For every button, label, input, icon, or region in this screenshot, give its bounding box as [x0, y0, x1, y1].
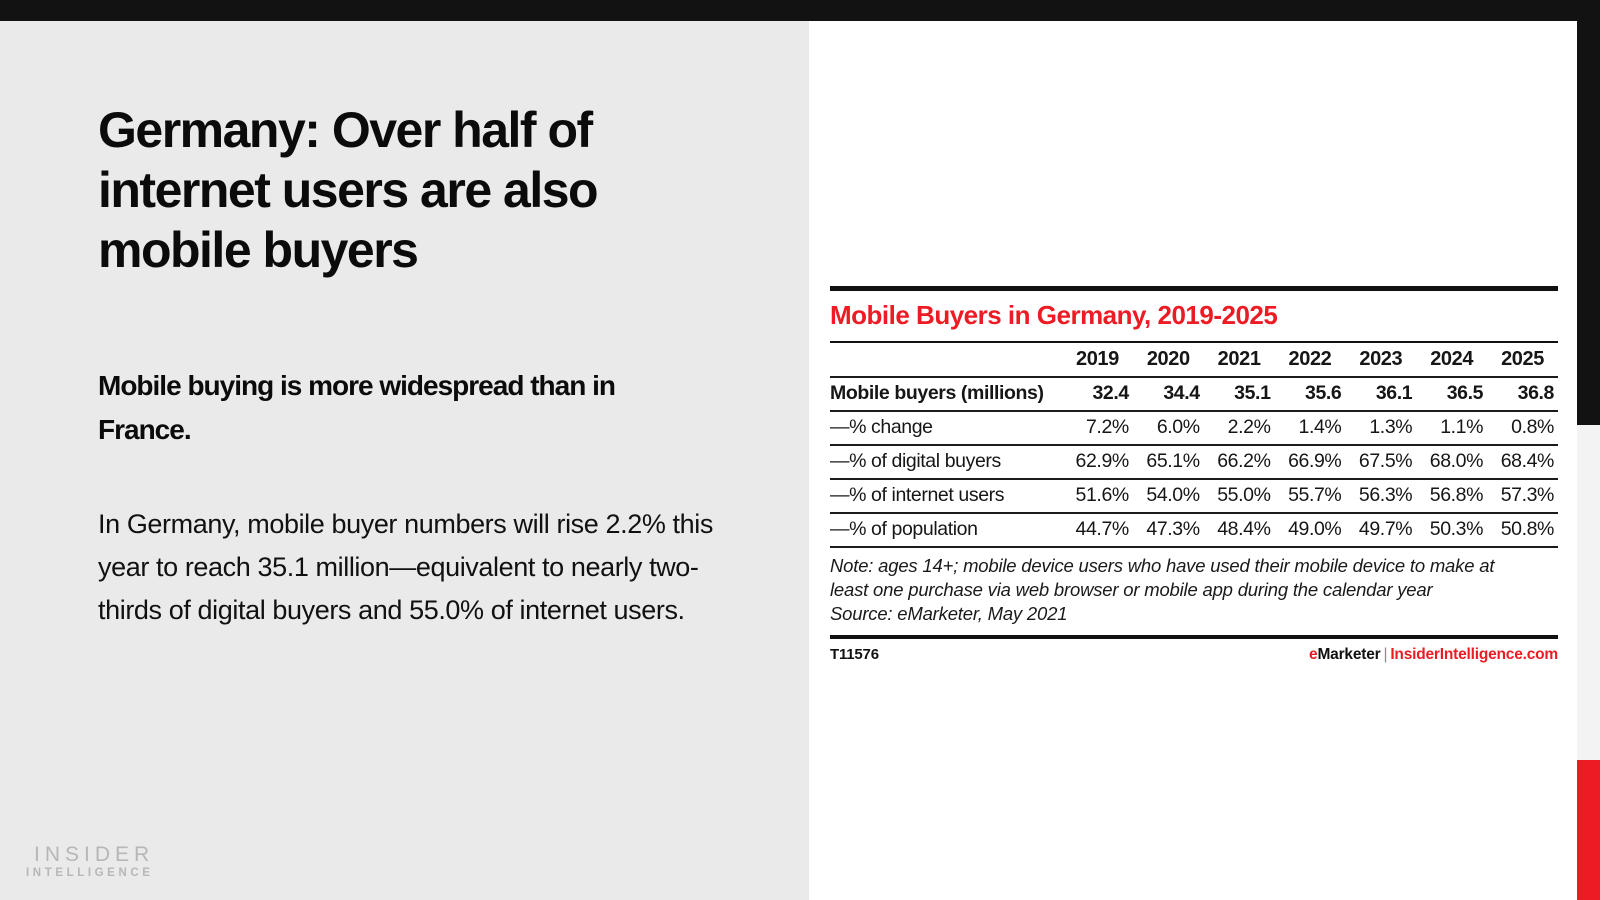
row-label: —% change — [830, 411, 1062, 446]
row-label: Mobile buyers (millions) — [830, 377, 1062, 412]
table-cell: 68.0% — [1416, 445, 1488, 480]
top-accent-bar — [0, 0, 1600, 21]
table-source: Source: eMarketer, May 2021 — [830, 603, 1068, 624]
year-header: 2025 — [1487, 343, 1558, 378]
table-id-label: T11576 — [830, 646, 879, 663]
slide-subtitle: Mobile buying is more widespread than in… — [98, 370, 616, 445]
table-cell: 68.4% — [1487, 445, 1558, 480]
table-row: Mobile buyers (millions) 32.4 34.4 35.1 35.6… — [830, 377, 1558, 412]
row-label: —% of digital buyers — [830, 445, 1062, 480]
slide-title: Germany: Over half of internet users are… — [98, 102, 599, 278]
table-note: Note: ages 14+; mobile device users who … — [830, 555, 1495, 600]
table-cell: 6.0% — [1132, 411, 1204, 446]
table-cell: 47.3% — [1132, 513, 1204, 548]
table-cell: 35.1 — [1203, 377, 1275, 412]
strip-gray-segment — [1577, 425, 1600, 760]
mobile-buyers-table: 2019 2020 2021 2022 2023 2024 2025 Mobile buye… — [830, 343, 1558, 548]
year-header: 2020 — [1132, 343, 1204, 378]
year-header: 2024 — [1416, 343, 1488, 378]
table-cell: 2.2% — [1203, 411, 1275, 446]
table-cell: 57.3% — [1487, 479, 1558, 514]
table-header: 2019 2020 2021 2022 2023 2024 2025 — [830, 343, 1558, 378]
table-cell: 54.0% — [1132, 479, 1204, 514]
row-label: —% of internet users — [830, 479, 1062, 514]
year-header: 2021 — [1203, 343, 1275, 378]
table-cell: 36.5 — [1416, 377, 1488, 412]
table-cell: 51.6% — [1062, 479, 1133, 514]
left-panel: Germany: Over half of internet users are… — [0, 21, 809, 900]
year-header: 2022 — [1274, 343, 1346, 378]
table-cell: 49.0% — [1274, 513, 1346, 548]
header-empty-cell — [830, 343, 1062, 378]
brand-separator: | — [1383, 646, 1388, 663]
emarketer-brand-e: e — [1309, 646, 1318, 663]
table-cell: 1.1% — [1416, 411, 1488, 446]
logo-wordmark-intelligence: INTELLIGENCE — [26, 867, 154, 879]
table-cell: 66.2% — [1203, 445, 1275, 480]
table-cell: 55.0% — [1203, 479, 1275, 514]
table-cell: 50.8% — [1487, 513, 1558, 548]
table-cell: 44.7% — [1062, 513, 1133, 548]
table-cell: 65.1% — [1132, 445, 1204, 480]
year-header: 2019 — [1062, 343, 1133, 378]
strip-red-segment — [1577, 760, 1600, 900]
card-footer: T11576 eMarketer | InsiderIntelligence.com — [830, 635, 1558, 664]
brand-attribution: eMarketer | InsiderIntelligence.com — [1309, 646, 1558, 664]
table-row: —% of internet users 51.6% 54.0% 55.0% 55.7%… — [830, 479, 1558, 514]
table-cell: 55.7% — [1274, 479, 1346, 514]
insider-intelligence-url: InsiderIntelligence.com — [1390, 646, 1558, 663]
table-cell: 7.2% — [1062, 411, 1133, 446]
table-cell: 48.4% — [1203, 513, 1275, 548]
table-row: —% of population 44.7% 47.3% 48.4% 49.0% 49.7… — [830, 513, 1558, 548]
table-cell: 1.3% — [1345, 411, 1417, 446]
table-title: Mobile Buyers in Germany, 2019-2025 — [830, 291, 1558, 343]
right-panel: Mobile Buyers in Germany, 2019-2025 2019… — [809, 21, 1577, 900]
table-cell: 35.6 — [1274, 377, 1346, 412]
table-header-row: 2019 2020 2021 2022 2023 2024 2025 — [830, 343, 1558, 378]
table-cell: 0.8% — [1487, 411, 1558, 446]
table-body: Mobile buyers (millions) 32.4 34.4 35.1 35.6… — [830, 377, 1558, 548]
table-cell: 32.4 — [1062, 377, 1133, 412]
slide-body-paragraph: In Germany, mobile buyer numbers will ri… — [98, 509, 713, 625]
table-row: —% of digital buyers 62.9% 65.1% 66.2% 66.9%… — [830, 445, 1558, 480]
table-cell: 62.9% — [1062, 445, 1133, 480]
table-cell: 56.3% — [1345, 479, 1417, 514]
right-edge-strip — [1577, 0, 1600, 900]
table-cell: 66.9% — [1274, 445, 1346, 480]
logo-wordmark-insider: INSIDER — [34, 843, 155, 866]
table-row: —% change 7.2% 6.0% 2.2% 1.4% 1.3% 1.1% 0.8% — [830, 411, 1558, 446]
table-cell: 36.8 — [1487, 377, 1558, 412]
table-cell: 36.1 — [1345, 377, 1417, 412]
emarketer-table-card: Mobile Buyers in Germany, 2019-2025 2019… — [830, 286, 1558, 664]
table-cell: 56.8% — [1416, 479, 1488, 514]
table-cell: 50.3% — [1416, 513, 1488, 548]
strip-black-segment — [1577, 0, 1600, 425]
table-cell: 34.4 — [1132, 377, 1204, 412]
table-cell: 1.4% — [1274, 411, 1346, 446]
table-cell: 49.7% — [1345, 513, 1417, 548]
year-header: 2023 — [1345, 343, 1417, 378]
table-cell: 67.5% — [1345, 445, 1417, 480]
emarketer-brand-rest: Marketer — [1317, 646, 1381, 663]
row-label: —% of population — [830, 513, 1062, 548]
